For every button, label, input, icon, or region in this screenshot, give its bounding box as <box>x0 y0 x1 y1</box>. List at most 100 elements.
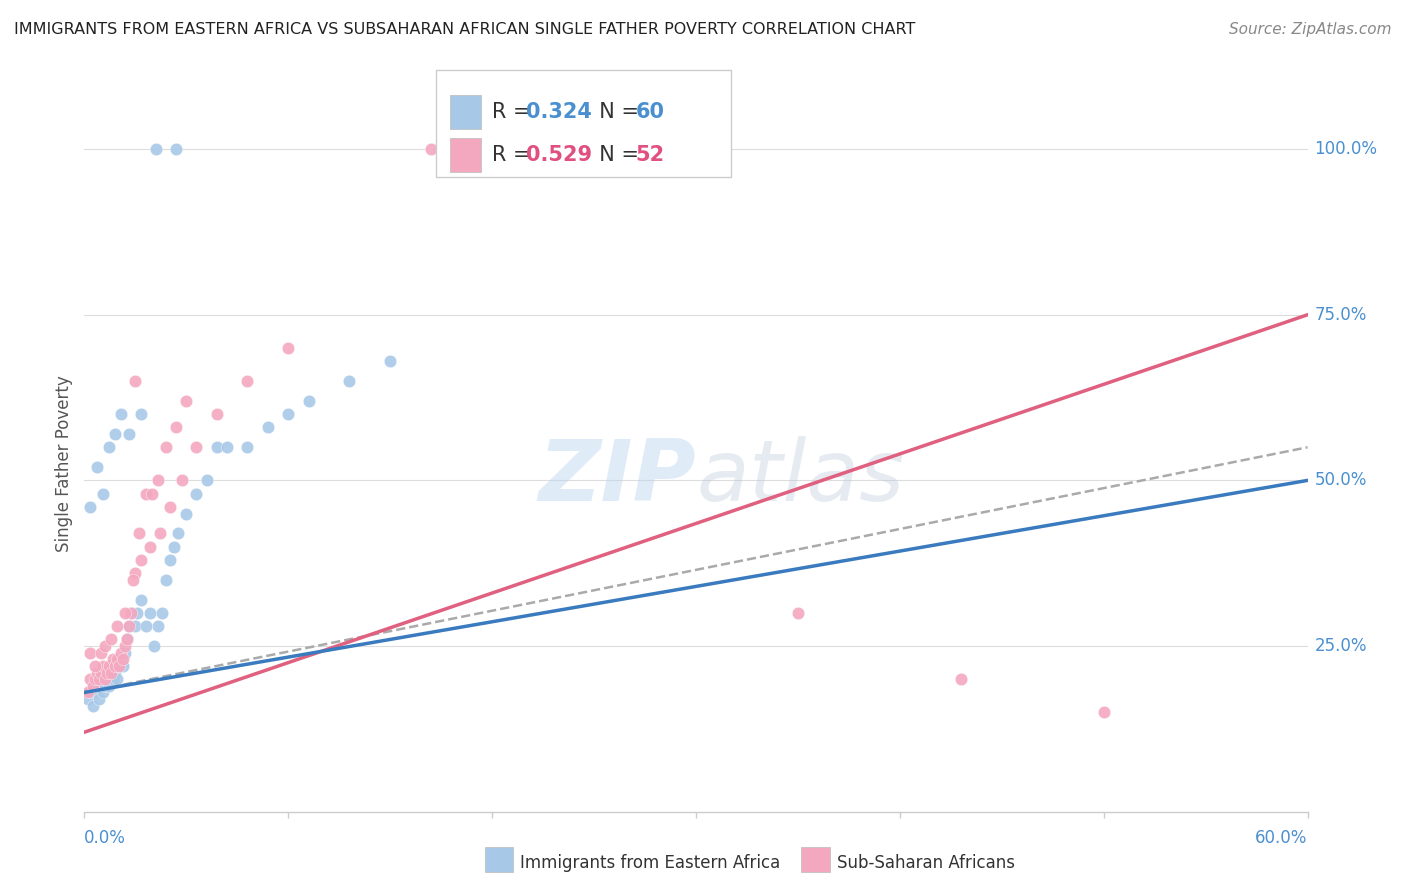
Point <box>115 632 138 647</box>
Point <box>142 639 165 653</box>
Point <box>195 474 218 488</box>
Text: Source: ZipAtlas.com: Source: ZipAtlas.com <box>1229 22 1392 37</box>
Text: R =: R = <box>492 145 537 165</box>
Point <box>172 474 194 488</box>
Point <box>110 646 132 660</box>
Point <box>420 142 443 156</box>
Point <box>87 672 110 686</box>
Point <box>114 646 136 660</box>
Point <box>96 665 118 680</box>
Point <box>97 659 120 673</box>
Point <box>124 374 146 388</box>
Y-axis label: Single Father Poverty: Single Father Poverty <box>55 376 73 552</box>
Text: 0.324: 0.324 <box>526 103 592 122</box>
Point <box>205 407 228 421</box>
Text: IMMIGRANTS FROM EASTERN AFRICA VS SUBSAHARAN AFRICAN SINGLE FATHER POVERTY CORRE: IMMIGRANTS FROM EASTERN AFRICA VS SUBSAH… <box>14 22 915 37</box>
Point <box>105 619 128 633</box>
Point <box>100 665 122 680</box>
Point <box>165 142 187 156</box>
Point <box>174 507 197 521</box>
Point <box>131 592 153 607</box>
Point <box>205 440 228 454</box>
Point <box>150 606 173 620</box>
Point <box>138 606 160 620</box>
Text: Immigrants from Eastern Africa: Immigrants from Eastern Africa <box>520 854 780 871</box>
Point <box>86 685 108 699</box>
Point <box>277 341 299 355</box>
Point <box>1092 706 1115 720</box>
Point <box>236 440 259 454</box>
Point <box>91 486 114 500</box>
Point <box>159 553 181 567</box>
Point <box>104 659 127 673</box>
Point <box>257 420 280 434</box>
Point <box>120 606 142 620</box>
Point <box>174 393 197 408</box>
Point <box>105 652 128 666</box>
Point <box>108 659 131 673</box>
Point <box>101 672 124 686</box>
Point <box>128 526 150 541</box>
Point <box>118 619 141 633</box>
Point <box>115 632 138 647</box>
Point <box>155 440 177 454</box>
Point <box>131 407 153 421</box>
Text: 100.0%: 100.0% <box>1315 140 1378 158</box>
Point <box>112 659 135 673</box>
Point <box>138 540 160 554</box>
Point <box>950 672 973 686</box>
Point <box>91 659 114 673</box>
Text: 75.0%: 75.0% <box>1315 306 1367 324</box>
Point <box>100 665 122 680</box>
Point <box>82 698 104 713</box>
Text: atlas: atlas <box>696 436 904 519</box>
Point <box>104 427 127 442</box>
Point <box>298 393 321 408</box>
Text: 0.0%: 0.0% <box>84 829 127 847</box>
Point <box>77 692 100 706</box>
Point <box>79 500 101 514</box>
Point <box>146 619 169 633</box>
Point <box>96 665 118 680</box>
Point <box>277 407 299 421</box>
Point <box>93 679 115 693</box>
Point <box>83 672 105 686</box>
Point <box>127 606 149 620</box>
Point <box>167 526 190 541</box>
Point <box>97 672 120 686</box>
Point <box>787 606 810 620</box>
Point <box>236 374 259 388</box>
Point <box>82 679 104 693</box>
Point <box>124 566 146 581</box>
Point <box>186 440 208 454</box>
Point <box>110 407 132 421</box>
Point <box>79 685 101 699</box>
Point <box>83 659 105 673</box>
Point <box>380 354 402 368</box>
Text: 60: 60 <box>636 103 665 122</box>
Text: R =: R = <box>492 103 537 122</box>
Text: 25.0%: 25.0% <box>1315 637 1367 655</box>
Point <box>122 573 145 587</box>
Point <box>135 619 157 633</box>
Point <box>120 606 142 620</box>
Point <box>91 685 114 699</box>
Point <box>83 672 105 686</box>
Point <box>79 672 101 686</box>
Point <box>90 672 112 686</box>
Point <box>77 685 100 699</box>
Point <box>108 659 131 673</box>
Point <box>86 665 108 680</box>
Point <box>93 672 115 686</box>
Point <box>339 374 360 388</box>
Point <box>110 652 132 666</box>
Text: Sub-Saharan Africans: Sub-Saharan Africans <box>837 854 1015 871</box>
Point <box>155 573 177 587</box>
Point <box>165 420 187 434</box>
Text: 0.529: 0.529 <box>526 145 592 165</box>
Point <box>86 460 108 475</box>
Point <box>87 692 110 706</box>
Point <box>149 526 172 541</box>
Text: ZIP: ZIP <box>538 436 696 519</box>
Point <box>112 652 135 666</box>
